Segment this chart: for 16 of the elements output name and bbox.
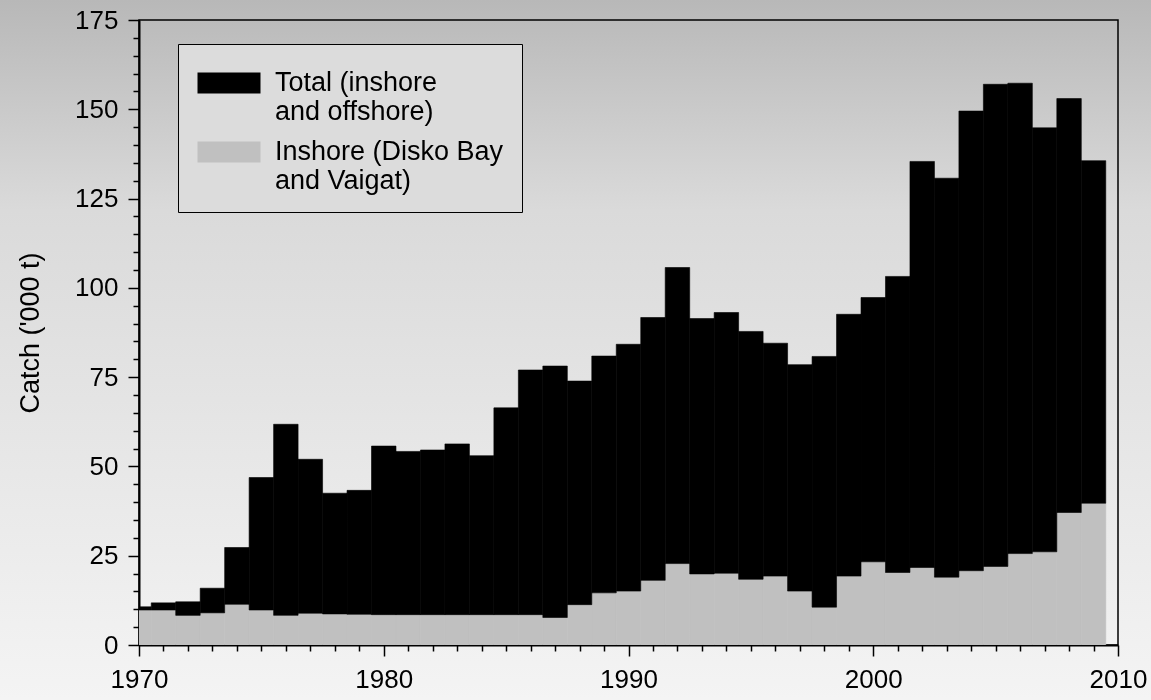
y-tick-label: 75 bbox=[89, 361, 119, 392]
y-tick-label: 125 bbox=[75, 183, 119, 214]
x-tick-label: 1990 bbox=[600, 663, 658, 694]
legend-label: Inshore (Disko Bay and Vaigat) bbox=[275, 136, 504, 195]
x-tick-label: 2000 bbox=[844, 663, 903, 694]
y-tick-label: 150 bbox=[75, 93, 119, 124]
legend-label: Total (inshore and offshore) bbox=[275, 67, 438, 126]
y-tick-label: 100 bbox=[75, 272, 119, 303]
x-tick-label: 1980 bbox=[355, 663, 414, 694]
y-tick-label: 175 bbox=[75, 4, 119, 35]
y-axis-title: Catch ('000 t) bbox=[15, 252, 46, 414]
y-tick-label: 50 bbox=[89, 450, 119, 481]
y-tick-label: 0 bbox=[104, 629, 119, 660]
x-tick-label: 2010 bbox=[1089, 663, 1148, 694]
x-tick-label: 1970 bbox=[110, 663, 169, 694]
y-tick-label: 25 bbox=[89, 540, 119, 571]
